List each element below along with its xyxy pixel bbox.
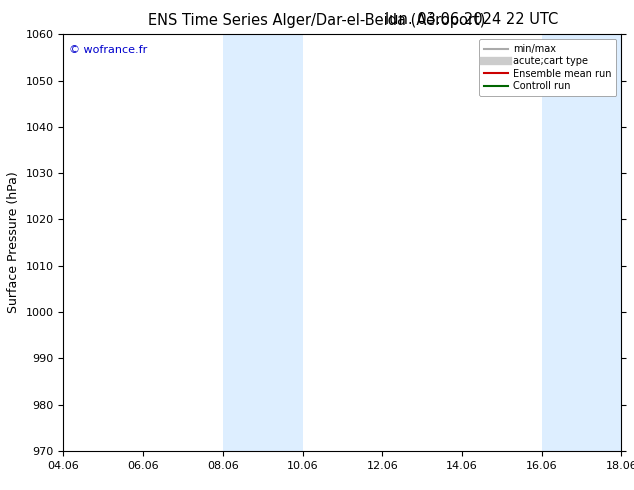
Text: © wofrance.fr: © wofrance.fr [69,45,147,55]
Text: lun. 03.06.2024 22 UTC: lun. 03.06.2024 22 UTC [385,12,558,27]
Bar [541,34,621,451]
Legend: min/max, acute;cart type, Ensemble mean run, Controll run: min/max, acute;cart type, Ensemble mean … [479,39,616,96]
Bar [223,34,302,451]
Y-axis label: Surface Pressure (hPa): Surface Pressure (hPa) [7,172,20,314]
Text: ENS Time Series Alger/Dar-el-Beida (Aéroport): ENS Time Series Alger/Dar-el-Beida (Aéro… [148,12,486,28]
